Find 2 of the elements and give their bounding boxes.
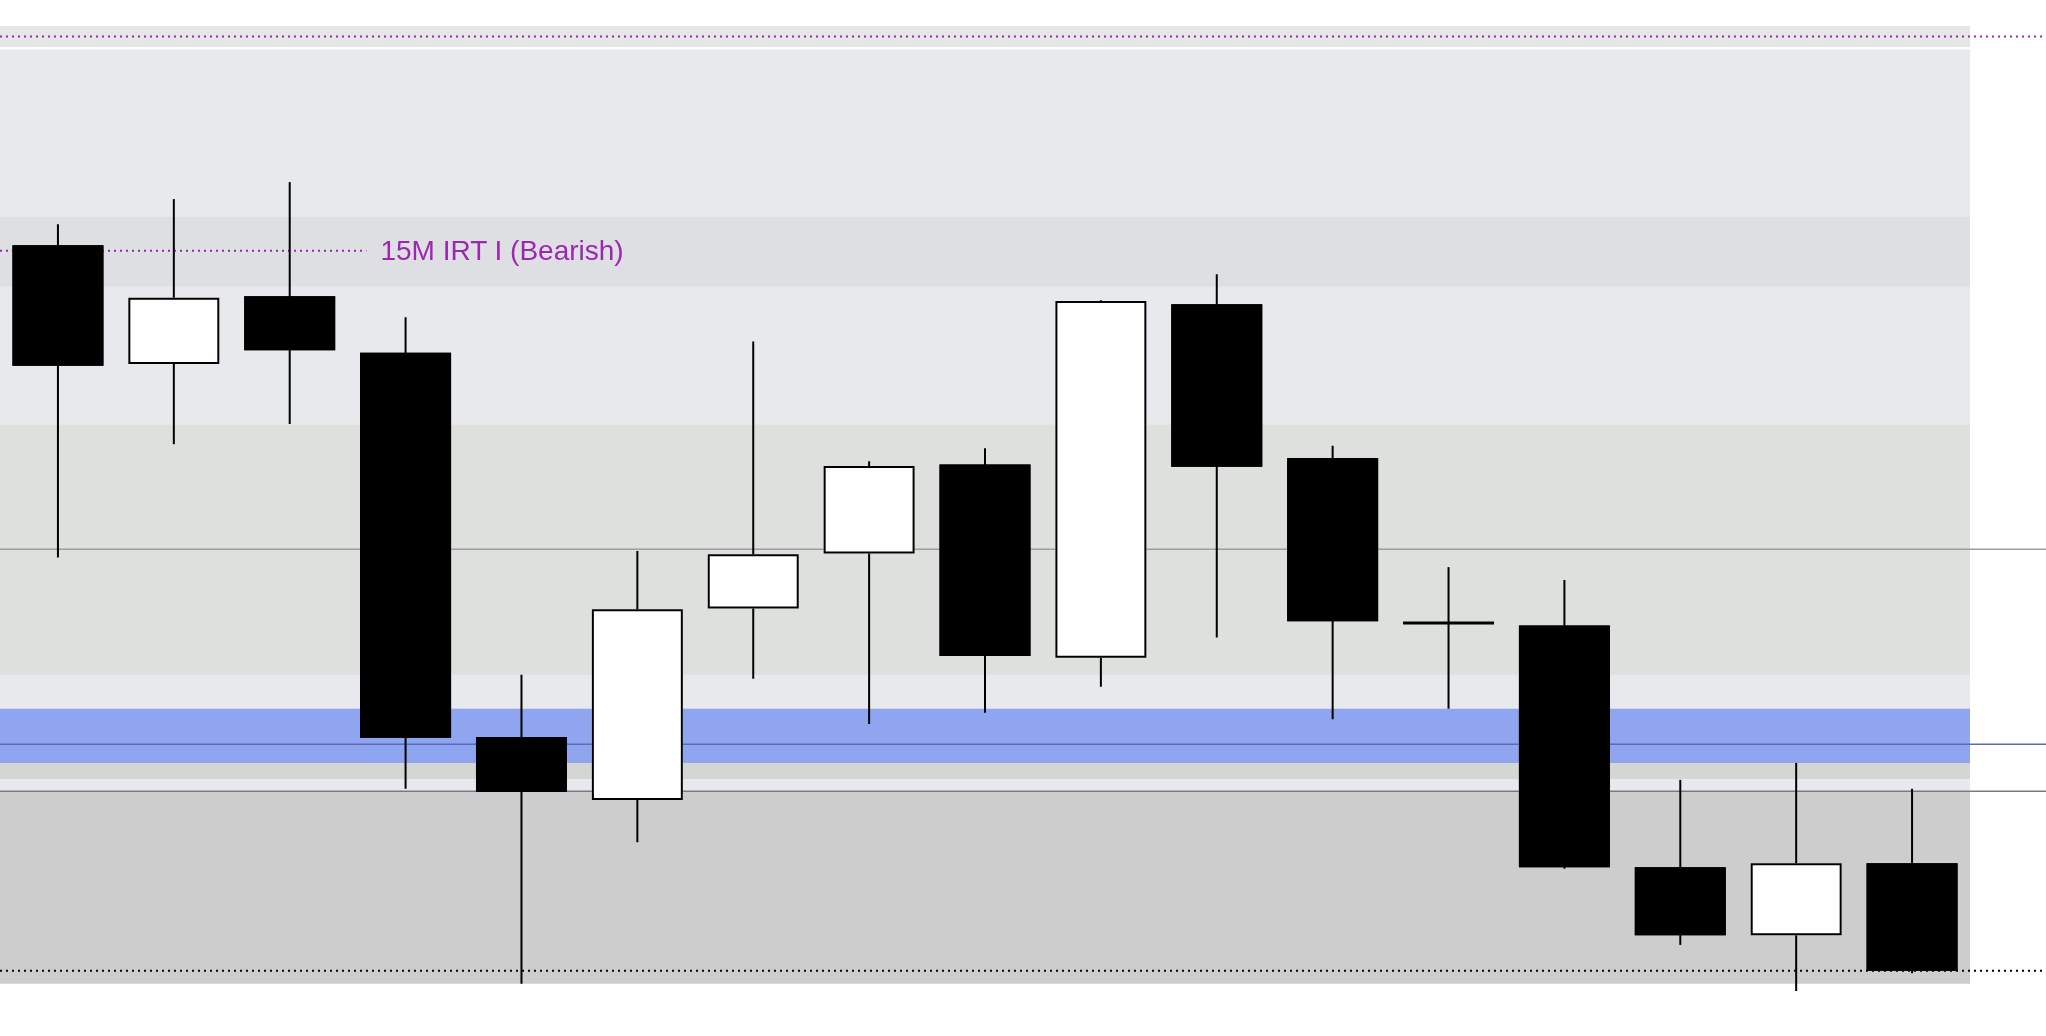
ref-line-label: 15M IRT I (Bearish) bbox=[380, 234, 624, 266]
candlestick bbox=[1403, 566, 1495, 710]
